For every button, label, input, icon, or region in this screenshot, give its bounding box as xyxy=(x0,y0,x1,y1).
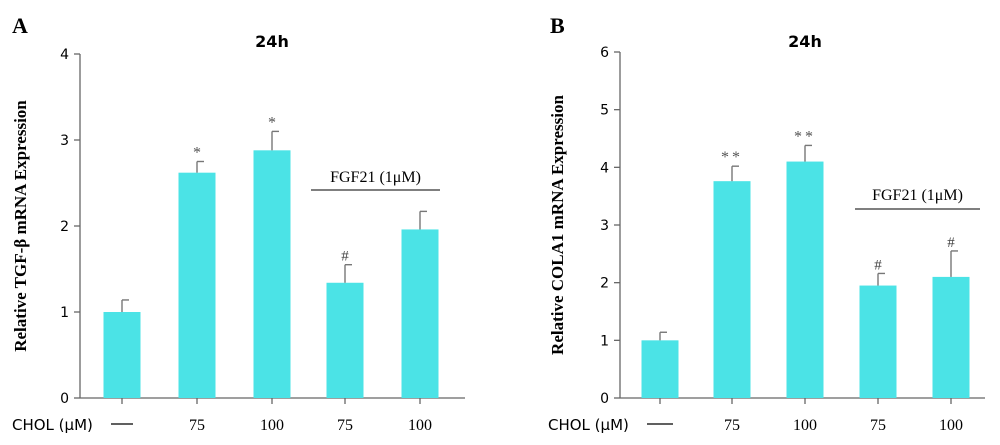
bar xyxy=(401,229,439,398)
y-tick-label: 1 xyxy=(600,333,609,349)
y-tick-label: 2 xyxy=(60,219,69,235)
x-tick-label: 75 xyxy=(724,417,740,434)
bar xyxy=(786,161,824,398)
significance-star: ** xyxy=(721,149,743,166)
y-tick-label: 3 xyxy=(600,218,609,234)
panel-b: B 24h Relative COLA1 mRNA Expression 0 1 2 3 4 5… xyxy=(548,13,985,434)
x-axis-label: CHOL (μM) xyxy=(548,416,629,434)
y-axis-label: Relative COLA1 mRNA Expression xyxy=(548,95,567,355)
significance-star: * xyxy=(268,114,276,131)
y-tick-label: 3 xyxy=(60,133,69,149)
y-tick-label: 2 xyxy=(600,276,609,292)
panel-letter: A xyxy=(12,13,28,38)
significance-star: ** xyxy=(794,128,816,145)
chart-title: 24h xyxy=(255,32,289,51)
x-tick-label: 100 xyxy=(408,417,432,434)
bar xyxy=(103,312,141,398)
significance-hash: # xyxy=(874,257,882,273)
panel-a: A 24h Relative TGF-β mRNA Expression 0 1 2 3 4 *… xyxy=(11,13,465,434)
bar xyxy=(932,276,970,398)
panel-letter: B xyxy=(550,13,565,38)
bar xyxy=(253,150,291,398)
significance-hash: # xyxy=(341,249,349,265)
y-tick-label: 4 xyxy=(60,47,69,63)
x-tick-label: 75 xyxy=(337,417,353,434)
bar xyxy=(859,285,897,398)
y-tick-label: 0 xyxy=(60,391,69,407)
significance-hash: # xyxy=(947,235,955,251)
x-tick-label: 75 xyxy=(870,417,886,434)
chart-title: 24h xyxy=(788,32,822,51)
x-tick-label: 75 xyxy=(189,417,205,434)
y-tick-label: 5 xyxy=(600,103,609,119)
y-tick-label: 0 xyxy=(600,391,609,407)
y-axis-label: Relative TGF-β mRNA Expression xyxy=(11,100,30,352)
x-tick-label: 100 xyxy=(939,417,963,434)
y-tick-label: 1 xyxy=(60,305,69,321)
y-tick-label: 4 xyxy=(600,160,609,176)
y-tick-label: 6 xyxy=(600,45,609,61)
treatment-label: FGF21 (1μM) xyxy=(330,169,421,186)
x-axis-label: CHOL (μM) xyxy=(12,416,93,434)
bar xyxy=(326,282,364,398)
x-tick-label: 100 xyxy=(793,417,817,434)
bar xyxy=(641,340,679,398)
bar xyxy=(178,172,216,398)
x-tick-label: 100 xyxy=(260,417,284,434)
treatment-label: FGF21 (1μM) xyxy=(872,187,963,204)
significance-star: * xyxy=(193,145,201,162)
bar xyxy=(713,181,751,398)
